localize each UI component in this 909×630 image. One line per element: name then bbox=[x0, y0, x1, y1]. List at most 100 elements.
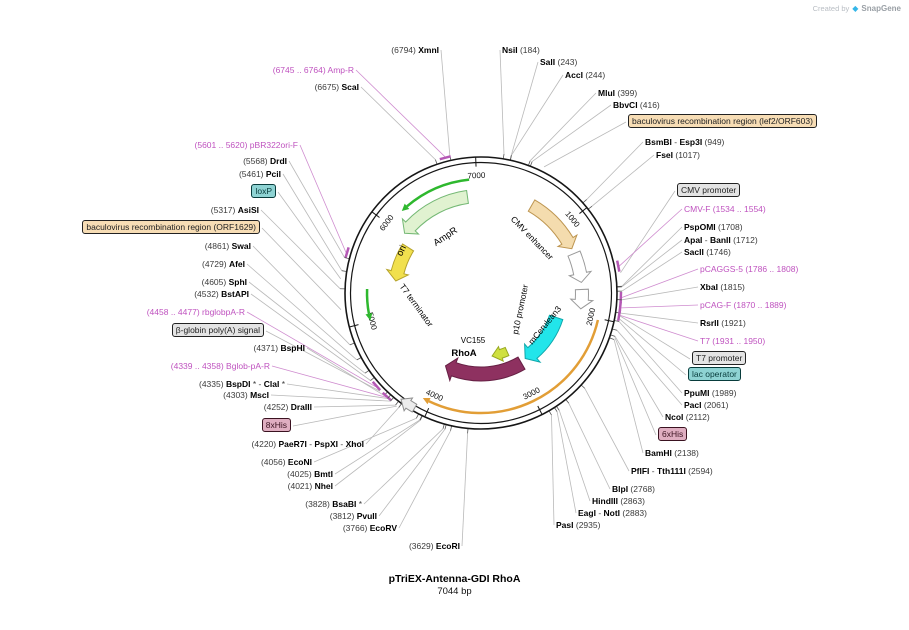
callout-line bbox=[619, 208, 683, 267]
callout-line bbox=[621, 286, 699, 301]
enzyme-site-tick bbox=[565, 399, 570, 404]
enzyme-site-tick bbox=[509, 155, 512, 161]
enzyme-site-tick bbox=[502, 153, 505, 159]
primer-site-tick bbox=[371, 380, 382, 391]
callout-line bbox=[511, 74, 564, 156]
callout-line bbox=[363, 428, 444, 505]
callout-line bbox=[619, 315, 691, 360]
callout-line bbox=[261, 227, 342, 310]
watermark-brand: SnapGene bbox=[861, 4, 901, 13]
feature-orf-arrow bbox=[491, 345, 510, 363]
title-block: pTriEX-Antenna-GDI RhoA 7044 bp bbox=[0, 573, 909, 597]
feature-orf-arrow-head bbox=[401, 203, 410, 211]
enzyme-site-tick bbox=[419, 415, 423, 421]
enzyme-site-tick bbox=[398, 403, 403, 408]
position-tick bbox=[537, 405, 543, 415]
callout-line bbox=[621, 268, 699, 298]
callout-line bbox=[619, 318, 687, 376]
enzyme-site-tick bbox=[435, 159, 438, 165]
feature-orf-arrow bbox=[428, 319, 600, 415]
feature-cmv-promoter bbox=[567, 250, 593, 284]
callout-line bbox=[621, 304, 699, 309]
callout-line bbox=[271, 365, 387, 398]
position-tick-label: 2000 bbox=[585, 307, 598, 327]
primer-site-tick bbox=[344, 247, 350, 259]
feature-ampr-label: AmpR bbox=[432, 225, 460, 249]
position-tick bbox=[424, 407, 430, 418]
callout-line bbox=[299, 144, 347, 253]
callout-line bbox=[440, 49, 451, 156]
callout-line bbox=[334, 419, 421, 487]
enzyme-site-tick bbox=[548, 410, 552, 416]
callout-line bbox=[260, 209, 341, 289]
callout-line bbox=[499, 49, 505, 154]
callout-line bbox=[591, 154, 655, 207]
position-tick bbox=[579, 207, 588, 214]
plasmid-title: pTriEX-Antenna-GDI RhoA bbox=[388, 573, 521, 585]
enzyme-site-tick bbox=[387, 394, 392, 399]
feature-orf-arrow-head bbox=[365, 313, 373, 321]
callout-line bbox=[510, 61, 539, 156]
enzyme-site-tick bbox=[444, 424, 447, 430]
enzyme-site-tick bbox=[341, 270, 347, 272]
plasmid-outer-ring bbox=[344, 156, 618, 430]
callout-line bbox=[614, 336, 664, 418]
callout-line bbox=[277, 191, 342, 280]
primer-site-tick bbox=[616, 309, 622, 321]
feature-orf-arrow bbox=[406, 178, 470, 208]
callout-line bbox=[620, 315, 699, 342]
feature-ampr bbox=[401, 189, 469, 235]
callout-line bbox=[248, 281, 366, 374]
feature-t7-terminator bbox=[400, 397, 418, 413]
enzyme-site-tick bbox=[415, 413, 419, 419]
plasmid-size: 7044 bp bbox=[437, 586, 472, 597]
callout-line bbox=[270, 394, 391, 402]
callout-line bbox=[334, 419, 421, 475]
snapgene-watermark: Created by ◆ SnapGene bbox=[813, 4, 901, 13]
feature-orf-arrow bbox=[365, 288, 371, 314]
enzyme-site-tick bbox=[395, 400, 399, 406]
position-tick-label: 6000 bbox=[378, 213, 396, 233]
enzyme-site-tick bbox=[364, 369, 370, 374]
callout-line bbox=[250, 293, 371, 381]
callout-line bbox=[584, 388, 630, 472]
primer-site-tick bbox=[381, 391, 392, 402]
feature-ori bbox=[385, 243, 415, 282]
callout-line bbox=[306, 347, 385, 396]
primer-site-tick bbox=[615, 260, 621, 272]
enzyme-site-tick bbox=[582, 199, 587, 204]
callout-line bbox=[613, 339, 644, 454]
callout-line bbox=[313, 417, 417, 463]
position-tick bbox=[371, 211, 380, 218]
enzyme-site-tick bbox=[450, 425, 453, 431]
enzyme-site-tick bbox=[349, 342, 355, 346]
enzyme-site-tick bbox=[580, 384, 586, 389]
callout-line bbox=[360, 86, 436, 160]
plasmid-inner-ring bbox=[349, 161, 613, 425]
enzyme-site-tick bbox=[554, 407, 558, 412]
callout-line bbox=[616, 330, 683, 406]
enzyme-site-tick bbox=[614, 320, 620, 322]
enzyme-site-tick bbox=[609, 337, 615, 340]
enzyme-site-tick bbox=[370, 377, 375, 381]
callout-line bbox=[614, 337, 657, 436]
callout-line bbox=[529, 92, 597, 162]
callout-line bbox=[551, 415, 555, 526]
callout-line bbox=[618, 321, 683, 394]
callout-line bbox=[288, 160, 345, 258]
feature-vc155-rhoa-label: VC155 bbox=[461, 336, 486, 345]
callout-line bbox=[543, 121, 627, 168]
enzyme-site-tick bbox=[610, 334, 616, 337]
callout-line bbox=[556, 411, 577, 514]
position-tick-label: 7000 bbox=[467, 171, 486, 181]
callout-line bbox=[246, 311, 376, 388]
callout-line bbox=[282, 173, 343, 271]
feature-p10-promoter bbox=[569, 288, 595, 310]
feature-ori-label: ori bbox=[394, 244, 409, 258]
callout-line bbox=[398, 430, 451, 529]
enzyme-site-tick bbox=[528, 160, 531, 166]
enzyme-site-tick bbox=[390, 397, 395, 402]
position-tick-label: 1000 bbox=[563, 209, 582, 229]
